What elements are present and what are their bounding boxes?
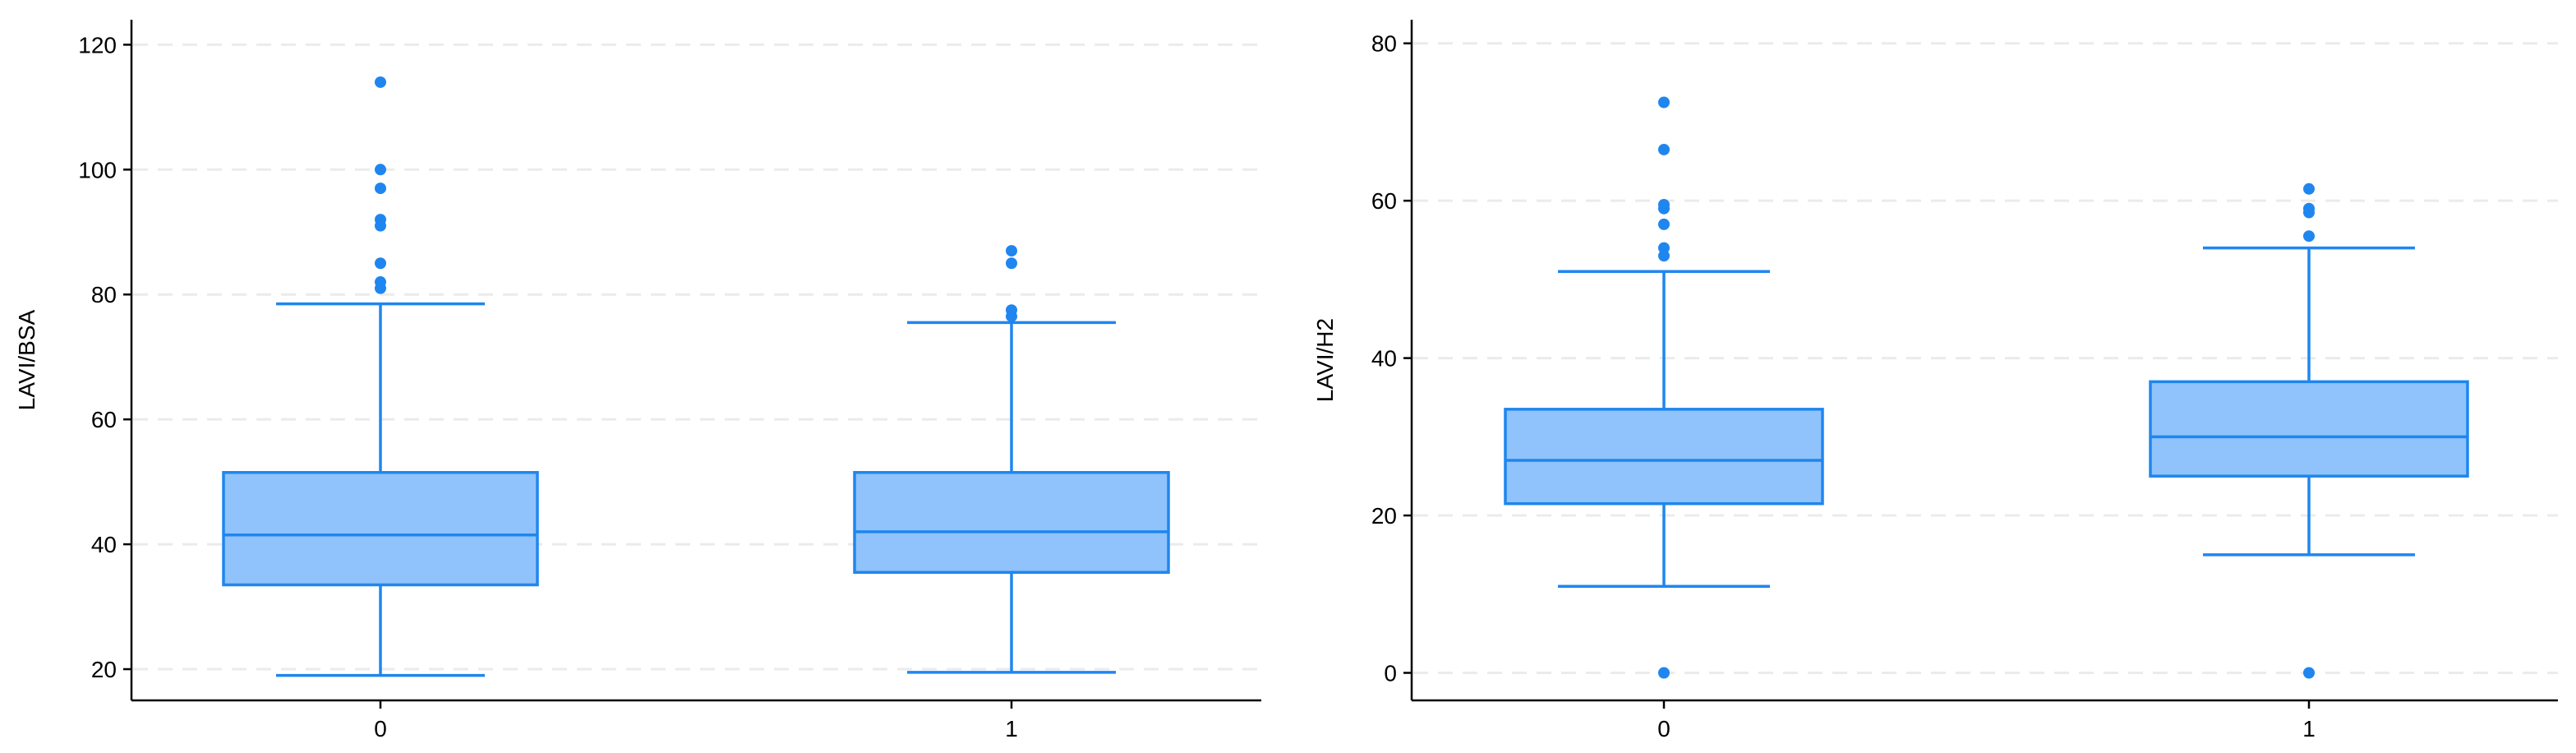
outlier-point — [1006, 245, 1017, 257]
outlier-point — [1006, 304, 1017, 316]
y-tick-label: 60 — [1371, 188, 1397, 214]
y-axis-title: LAVI/BSA — [14, 309, 39, 410]
outlier-point — [375, 257, 386, 270]
y-tick-label: 80 — [91, 282, 117, 307]
box-1 — [853, 245, 1170, 674]
outlier-point — [375, 276, 386, 289]
y-tick-label: 120 — [78, 32, 117, 58]
y-tick-label: 40 — [1371, 346, 1397, 372]
iqr-box — [2149, 380, 2469, 478]
y-tick-label: 0 — [1384, 660, 1397, 686]
outlier-point — [375, 214, 386, 226]
outlier-point — [375, 182, 386, 195]
y-tick-label: 20 — [1371, 503, 1397, 529]
outlier-point — [375, 76, 386, 88]
y-tick-label: 40 — [91, 532, 117, 557]
y-tick-label: 60 — [91, 407, 117, 432]
box-1 — [2149, 182, 2469, 679]
outlier-point — [1658, 667, 1670, 679]
outlier-point — [1658, 143, 1670, 155]
y-tick-label: 100 — [78, 157, 117, 182]
x-tick-label: 1 — [2302, 716, 2316, 741]
outlier-point — [1658, 242, 1670, 254]
iqr-box — [222, 470, 539, 587]
box-0 — [222, 76, 539, 677]
outlier-point — [375, 164, 386, 176]
outlier-point — [1658, 96, 1670, 109]
iqr-box — [853, 470, 1170, 575]
iqr-box — [1504, 408, 1824, 506]
outlier-point — [1658, 198, 1670, 210]
outlier-point — [2303, 202, 2315, 215]
panel-lavi-bsa: 20 40 60 80 100 120 LAVI/BSA 0 1 — [14, 20, 1261, 741]
y-tick-label: 20 — [91, 657, 117, 682]
outlier-point — [2303, 667, 2315, 679]
x-tick-label: 1 — [1005, 716, 1018, 741]
outlier-point — [1658, 250, 1670, 262]
x-tick-label: 0 — [1657, 716, 1670, 741]
panel-lavi-h2: 0 20 40 60 80 LAVI/H2 0 1 — [1312, 20, 2558, 741]
box-0 — [1504, 96, 1824, 679]
y-tick-label: 80 — [1371, 31, 1397, 57]
outlier-point — [1006, 257, 1017, 270]
outlier-point — [2303, 230, 2315, 243]
x-tick-label: 0 — [374, 716, 387, 741]
outlier-point — [1658, 218, 1670, 230]
y-axis-title: LAVI/H2 — [1312, 318, 1338, 402]
outlier-point — [2303, 182, 2315, 195]
